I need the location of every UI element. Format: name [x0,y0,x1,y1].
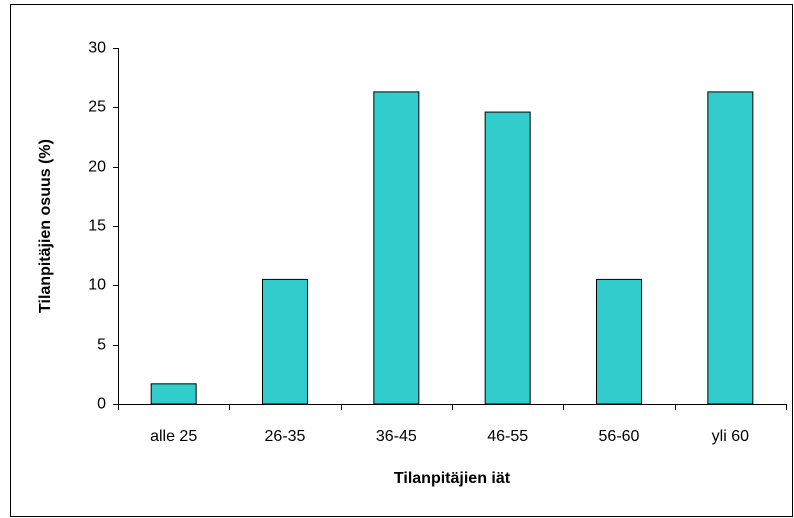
y-tick-label: 10 [88,277,106,294]
bar [596,278,642,405]
bar [262,278,308,405]
x-tick-label: 46-55 [487,428,528,445]
x-tick-label: 36-45 [376,428,417,445]
y-tick-label: 25 [88,99,106,116]
x-tick-label: alle 25 [150,428,197,445]
bar [484,111,531,405]
bar [707,91,754,405]
bar [150,383,197,405]
y-tick-label: 15 [88,218,106,235]
x-axis-label: Tilanpitäjien iät [394,470,511,487]
y-axis-label: Tilanpitäjien osuus (%) [37,139,54,313]
y-tick-label: 30 [88,40,106,57]
x-tick-label: 56-60 [599,428,640,445]
y-tick-label: 20 [88,159,106,176]
bar [373,91,420,405]
y-tick-label: 0 [97,396,106,413]
x-tick-label: yli 60 [712,428,749,445]
y-tick-label: 5 [97,337,106,354]
x-tick-label: 26-35 [265,428,306,445]
